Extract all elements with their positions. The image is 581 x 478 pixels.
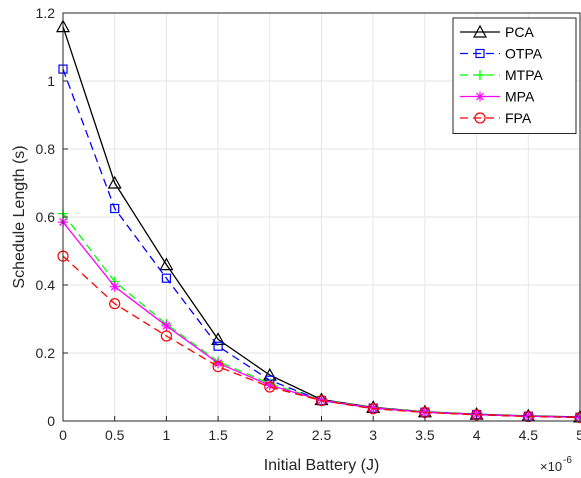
data-point-pca [107,175,122,189]
series-line-fpa [62,255,581,419]
data-point-pca [211,332,226,345]
data-point-fpa [160,330,172,342]
y-tick-label: 0 [47,413,55,429]
legend-label: PCA [505,24,534,40]
y-axis-title: Schedule Length (s) [11,145,28,288]
y-tick-label: 1.2 [36,5,56,21]
x-tick-label: 4 [473,427,481,443]
series-layer [55,19,581,424]
data-point-fpa [315,395,328,407]
data-point-mpa [264,380,275,391]
legend-marker [474,112,486,124]
x-axis-title: Initial Battery (J) [264,457,380,474]
y-tick-label: 0.6 [36,209,56,225]
legend-marker [475,48,485,59]
legend-label: MTPA [505,67,544,83]
x-exponent-base: ×10 [540,459,562,474]
x-tick-label: 0.5 [105,427,125,443]
data-point-mpa [213,358,224,369]
y-tick-label: 0.8 [36,141,56,157]
legend: PCA OTPA MTPA MPA FPA [452,17,577,134]
data-point-pca [159,257,174,271]
x-axis-exponent: ×10 -6 [540,455,572,474]
legend-label: FPA [505,110,532,126]
y-tick-label: 0.2 [36,345,56,361]
x-tick-label: 0 [59,427,67,443]
legend-marker [472,24,488,38]
x-tick-label: 1 [163,427,171,443]
x-tick-label: 4.5 [519,427,539,443]
y-tick-label: 0.4 [36,277,56,293]
x-tick-label: 2.5 [312,427,332,443]
x-tick-label: 1.5 [208,427,228,443]
y-tick-label: 1 [47,73,55,89]
data-point-otpa [213,341,223,351]
data-point-mpa [109,281,120,292]
data-point-mpa [161,320,172,331]
x-tick-label: 2 [266,427,274,443]
data-point-fpa [367,403,379,415]
x-tick-label: 5 [576,427,581,443]
legend-entry-pca: PCA [460,24,534,40]
legend-entry-otpa: OTPA [460,46,543,62]
data-point-fpa [264,381,276,393]
legend-marker [475,91,485,102]
data-point-otpa [110,203,120,214]
data-point-fpa [212,361,224,373]
data-point-otpa [161,273,171,283]
axis-ticks: 0 0.5 1 1.5 2 2.5 3 3.5 4 4.5 5 0 0.2 0.4 0.6 0.8 1 1.2 [36,5,581,443]
legend-label: MPA [505,89,535,105]
x-tick-label: 3.5 [415,427,435,443]
legend-entry-mpa: MPA [460,89,535,105]
legend-entry-fpa: FPA [460,110,532,126]
data-point-fpa [522,410,534,423]
data-point-mpa [368,403,379,414]
data-point-fpa [109,298,121,310]
x-exponent-power: -6 [563,455,572,466]
x-tick-label: 3 [369,427,377,443]
legend-marker [475,70,485,80]
legend-label: OTPA [505,46,543,62]
legend-entry-mtpa: MTPA [460,67,544,83]
